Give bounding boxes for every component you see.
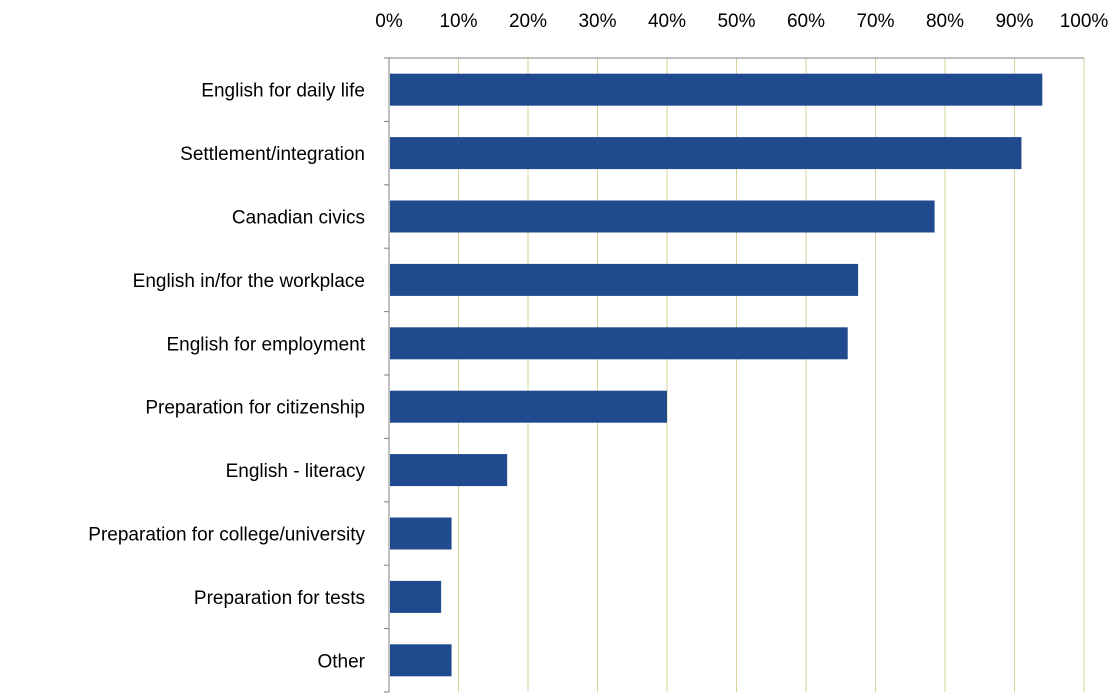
bar bbox=[390, 390, 667, 423]
bar bbox=[390, 263, 859, 296]
category-label: Preparation for tests bbox=[194, 588, 365, 609]
bar bbox=[390, 580, 442, 613]
category-label: English - literacy bbox=[226, 461, 366, 482]
bars bbox=[390, 73, 1043, 677]
x-tick-label: 30% bbox=[578, 11, 616, 32]
x-tick-label: 40% bbox=[648, 11, 686, 32]
category-label: Preparation for citizenship bbox=[145, 398, 365, 419]
category-label: Canadian civics bbox=[232, 208, 365, 229]
bar bbox=[390, 73, 1043, 106]
x-tick-label: 70% bbox=[856, 11, 894, 32]
category-label: Other bbox=[317, 651, 365, 672]
category-label: English for employment bbox=[166, 334, 365, 355]
x-tick-label: 80% bbox=[926, 11, 964, 32]
category-label: Settlement/integration bbox=[180, 144, 365, 165]
bar bbox=[390, 327, 848, 360]
category-labels: English for daily life Settlement/integra… bbox=[88, 81, 365, 673]
bar bbox=[390, 200, 935, 233]
category-label: Preparation for college/university bbox=[88, 525, 365, 546]
x-tick-label: 20% bbox=[509, 11, 547, 32]
x-tick-labels: 0% 10% 20% 30% 40% 50% 60% 70% 80% 90% 100% bbox=[375, 11, 1108, 32]
category-label: English for daily life bbox=[201, 81, 365, 102]
x-tick-label: 90% bbox=[995, 11, 1033, 32]
x-tick-label: 100% bbox=[1060, 11, 1109, 32]
axes bbox=[384, 57, 1084, 693]
x-tick-label: 60% bbox=[787, 11, 825, 32]
x-tick-label: 10% bbox=[439, 11, 477, 32]
bar bbox=[390, 517, 452, 550]
bar bbox=[390, 644, 452, 677]
x-tick-label: 50% bbox=[717, 11, 755, 32]
category-label: English in/for the workplace bbox=[133, 271, 365, 292]
bar bbox=[390, 454, 508, 487]
bar bbox=[390, 137, 1022, 170]
x-tick-label: 0% bbox=[375, 11, 403, 32]
